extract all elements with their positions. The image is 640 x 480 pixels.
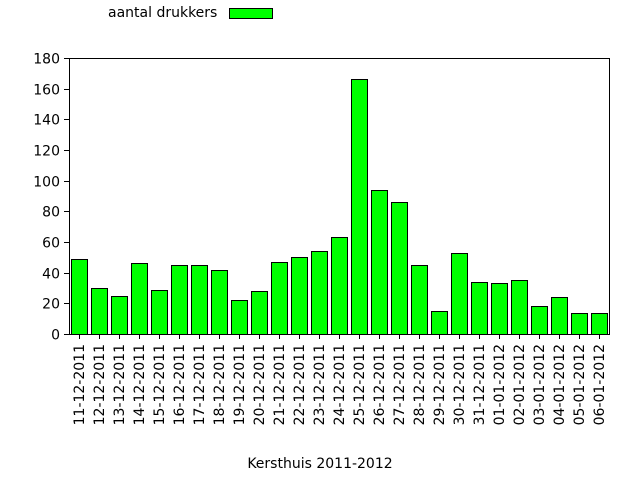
y-tick-label: 100 (33, 175, 60, 191)
bar (211, 270, 228, 335)
x-tick-label: 13-12-2011 (112, 344, 128, 425)
legend-label: aantal drukkers (108, 5, 218, 21)
legend: aantal drukkers (108, 4, 274, 22)
x-tick-label: 23-12-2011 (312, 344, 328, 425)
x-axis: 11-12-2011 12-12-2011 13-12-2011 14-12-2011… (72, 334, 608, 425)
x-tick-label: 06-01-2012 (592, 344, 608, 425)
x-tick-label: 21-12-2011 (272, 344, 288, 425)
bar (551, 297, 568, 335)
bar (311, 251, 328, 335)
x-tick-label: 26-12-2011 (372, 344, 388, 425)
x-tick-label: 27-12-2011 (392, 344, 408, 425)
y-tick-label: 20 (42, 297, 60, 313)
bar (491, 283, 508, 335)
x-axis-title: Kersthuis 2011-2012 (247, 456, 393, 472)
bar (191, 265, 208, 335)
x-tick-label: 15-12-2011 (152, 344, 168, 425)
x-tick-label: 04-01-2012 (552, 344, 568, 425)
y-tick-label: 180 (33, 52, 60, 68)
x-tick-label: 25-12-2011 (352, 344, 368, 425)
x-tick-label: 01-01-2012 (492, 344, 508, 425)
bar (531, 306, 548, 335)
x-tick-label: 18-12-2011 (212, 344, 228, 425)
bar (411, 265, 428, 335)
bar (91, 288, 108, 335)
bar (591, 313, 608, 335)
bar (371, 190, 388, 335)
bar (331, 237, 348, 335)
x-tick-label: 14-12-2011 (132, 344, 148, 425)
y-tick-label: 40 (42, 267, 60, 283)
y-tick-label: 120 (33, 144, 60, 160)
bar (271, 262, 288, 335)
bar (431, 311, 448, 335)
x-tick-label: 22-12-2011 (292, 344, 308, 425)
bar (351, 79, 368, 335)
bar (131, 263, 148, 335)
y-tick-label: 60 (42, 236, 60, 252)
y-tick-label: 0 (51, 328, 60, 344)
bar (251, 291, 268, 335)
bar (111, 296, 128, 335)
x-tick-label: 20-12-2011 (252, 344, 268, 425)
x-tick-label: 19-12-2011 (232, 344, 248, 425)
bar (231, 300, 248, 335)
x-tick-label: 29-12-2011 (432, 344, 448, 425)
bar (71, 259, 88, 335)
x-tick-label: 11-12-2011 (72, 344, 88, 425)
x-tick-label: 28-12-2011 (412, 344, 428, 425)
x-tick-label: 24-12-2011 (332, 344, 348, 425)
x-tick-label: 03-01-2012 (532, 344, 548, 425)
x-tick-label: 12-12-2011 (92, 344, 108, 425)
y-axis: 0 20 40 60 80 100 120 140 160 180 (33, 52, 69, 344)
y-tick-label: 80 (42, 205, 60, 221)
x-tick-label: 05-01-2012 (572, 344, 588, 425)
x-tick-label: 02-01-2012 (512, 344, 528, 425)
x-tick-label: 31-12-2011 (472, 344, 488, 425)
bar (511, 280, 528, 335)
x-tick-label: 16-12-2011 (172, 344, 188, 425)
x-tick-label: 17-12-2011 (192, 344, 208, 425)
y-tick-label: 160 (33, 83, 60, 99)
bar (391, 202, 408, 335)
x-tick-label: 30-12-2011 (452, 344, 468, 425)
bar (451, 253, 468, 335)
bars (71, 79, 608, 335)
bar (571, 313, 588, 335)
y-tick-label: 140 (33, 113, 60, 129)
legend-swatch (229, 7, 274, 19)
bar (471, 282, 488, 335)
bar (291, 257, 308, 335)
bar (171, 265, 188, 335)
bar (151, 290, 168, 335)
